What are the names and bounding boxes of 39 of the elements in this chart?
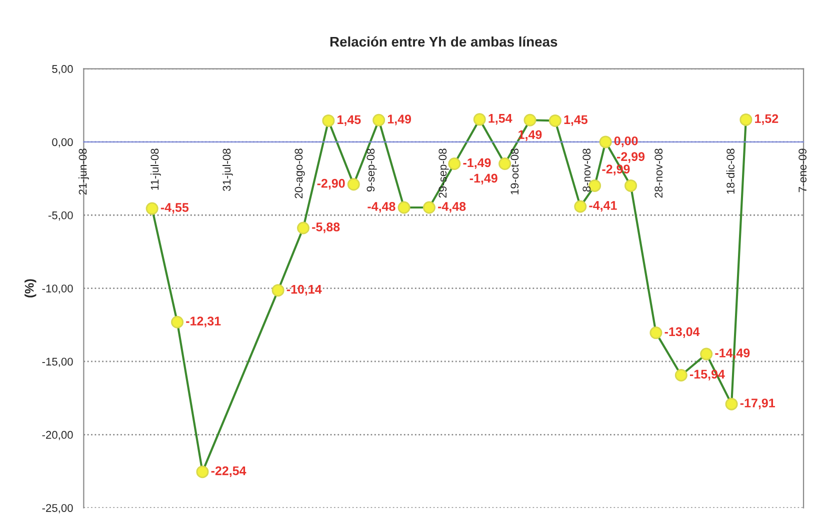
x-tick-label: 28-nov-08 (654, 148, 663, 198)
x-tick-label: 20-ago-08 (294, 148, 305, 198)
y-tick-label: -10,00 (42, 284, 73, 294)
data-label: -4,48 (438, 202, 466, 213)
data-label: 1,52 (755, 114, 778, 125)
data-label: -4,48 (368, 202, 396, 213)
x-tick-label: 29-sep-08 (438, 148, 449, 198)
y-tick-label: -20,00 (42, 430, 73, 440)
chart-title: Relación entre Yh de ambas líneas (330, 36, 558, 47)
data-label: -12,31 (186, 316, 221, 328)
data-label: 1,45 (564, 115, 588, 126)
x-tick-label: 31-jul-08 (222, 148, 233, 192)
x-tick-label: 9-sep-08 (366, 148, 377, 192)
y-tick-label: -15,00 (42, 358, 73, 367)
data-label: -22,54 (211, 466, 246, 478)
data-label: -4,55 (160, 203, 189, 214)
data-label: -13,04 (664, 327, 700, 338)
x-tick-label: 8-nov-08 (582, 148, 591, 192)
y-tick-label: 0,00 (52, 138, 73, 148)
data-label: -2,90 (317, 178, 345, 190)
x-tick-label: 21-jun-08 (78, 148, 89, 195)
data-label: -1,49 (470, 174, 498, 184)
x-tick-label: 18-dic-08 (726, 148, 735, 194)
data-label: -1,49 (463, 158, 491, 169)
x-tick-label: 7-ene-09 (798, 148, 807, 192)
y-axis-title: (%) (24, 279, 36, 298)
data-label: 1,54 (488, 114, 512, 125)
data-label: 1,45 (338, 115, 361, 126)
data-label: -4,41 (589, 201, 617, 212)
data-label: -10,14 (286, 284, 322, 296)
x-tick-label: 19-oct-08 (510, 148, 519, 194)
data-label: -17,91 (740, 398, 775, 410)
y-tick-label: -25,00 (42, 504, 73, 514)
y-tick-label: -5,00 (48, 211, 73, 221)
x-tick-label: 11-jul-08 (150, 148, 161, 190)
y-tick-label: 5,00 (52, 65, 73, 74)
data-label: -5,88 (312, 222, 340, 234)
data-label: 1,49 (388, 114, 412, 126)
data-label: -2,99 (617, 152, 645, 163)
